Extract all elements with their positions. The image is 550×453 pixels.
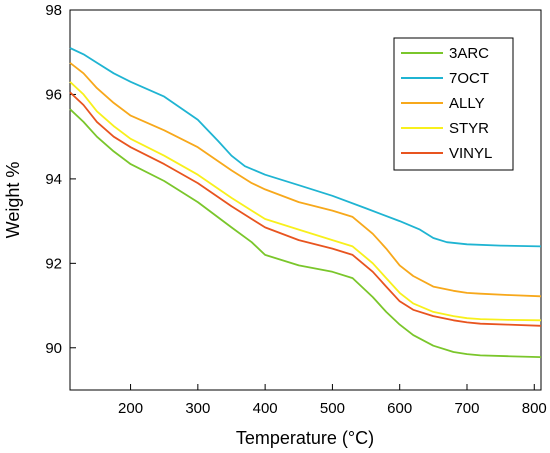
legend-label: 7OCT — [449, 70, 489, 87]
x-tick-label: 200 — [118, 400, 143, 417]
series-line-3arc — [69, 108, 542, 358]
series-line-ally — [69, 62, 542, 298]
y-tick-label: 94 — [45, 171, 62, 188]
legend-label: VINYL — [449, 145, 492, 162]
legend-label: 3ARC — [449, 45, 489, 62]
series-line-styr — [69, 81, 542, 322]
plot-frame — [69, 9, 542, 391]
y-tick-label: 90 — [45, 340, 62, 357]
series-line-vinyl — [69, 91, 542, 327]
axis-ticks: 200 300 400 500 600 700 800 90 92 94 96 98 — [45, 2, 546, 417]
x-tick-label: 600 — [387, 400, 412, 417]
y-axis-title: Weight % — [3, 162, 23, 239]
y-tick-label: 96 — [45, 86, 62, 103]
series-line-7oct — [69, 47, 542, 248]
y-tick-label: 98 — [45, 2, 62, 19]
legend-label: STYR — [449, 120, 489, 137]
legend: 3ARC 7OCT ALLY STYR VINYL — [393, 37, 514, 171]
x-tick-label: 800 — [522, 400, 547, 417]
x-axis-title: Temperature (°C) — [236, 428, 374, 448]
x-tick-label: 700 — [454, 400, 479, 417]
series-layer — [69, 47, 542, 358]
x-tick-label: 400 — [253, 400, 278, 417]
x-tick-label: 500 — [320, 400, 345, 417]
legend-label: ALLY — [449, 95, 485, 112]
y-tick-label: 92 — [45, 255, 62, 272]
x-tick-label: 300 — [185, 400, 210, 417]
